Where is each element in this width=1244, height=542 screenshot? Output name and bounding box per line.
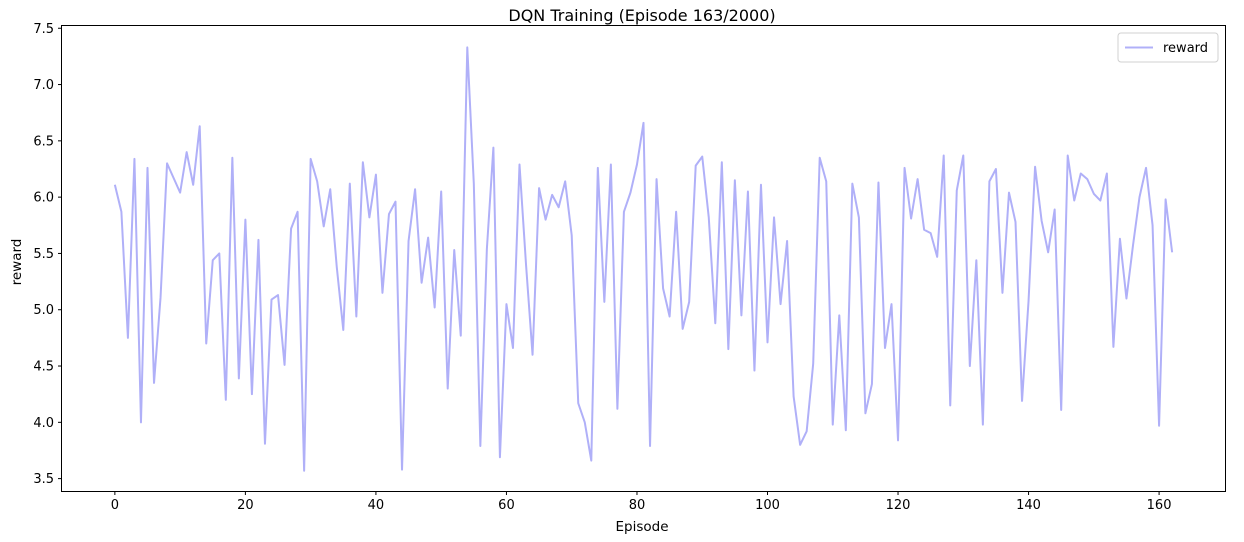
y-tick-label: 5.0: [33, 303, 54, 318]
x-tick-label: 140: [1016, 498, 1041, 513]
y-tick-label: 6.5: [33, 134, 54, 149]
x-tick-label: 120: [886, 498, 911, 513]
legend-label-reward: reward: [1163, 41, 1208, 56]
series-line-reward: [113, 46, 1174, 472]
x-tick-label: 40: [368, 498, 385, 513]
chart-title: DQN Training (Episode 163/2000): [508, 6, 775, 25]
plot-frame: [61, 25, 1226, 492]
x-axis-label: Episode: [615, 519, 668, 535]
y-tick-label: 4.0: [33, 416, 54, 431]
x-tick-label: 60: [498, 498, 515, 513]
series-layer: [113, 46, 1174, 472]
y-axis-label: reward: [9, 239, 25, 286]
plot-area: [61, 25, 1226, 492]
y-tick-label: 5.5: [33, 247, 54, 262]
x-tick-label: 80: [629, 498, 646, 513]
legend: reward: [1117, 32, 1219, 63]
x-tick-label: 100: [755, 498, 780, 513]
y-tick-label: 7.5: [33, 22, 54, 37]
legend-box: [1117, 32, 1219, 63]
x-tick-label: 160: [1147, 498, 1172, 513]
x-tick-label: 0: [111, 498, 119, 513]
x-axis: 0 20 40 60 80 100 120 140 160: [111, 491, 1172, 513]
y-tick-label: 6.0: [33, 191, 54, 206]
x-tick-label: 20: [237, 498, 254, 513]
y-tick-label: 3.5: [33, 472, 54, 487]
y-axis: 3.5 4.0 4.5 5.0 5.5 6.0 6.5 7.0 7.5: [33, 22, 62, 487]
y-tick-label: 7.0: [33, 78, 54, 93]
y-tick-label: 4.5: [33, 360, 54, 375]
